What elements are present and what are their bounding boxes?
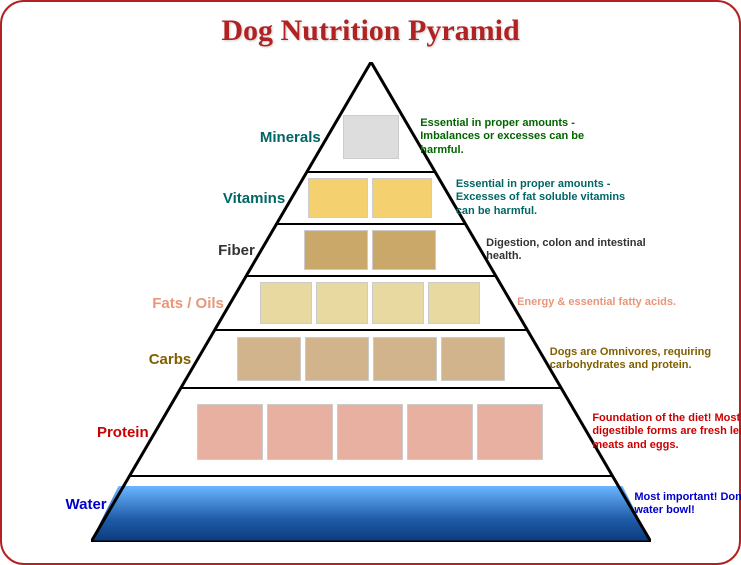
food-row-carbs: [237, 337, 505, 381]
food-image: [372, 230, 436, 270]
food-image: [373, 337, 437, 381]
tier-label-protein: Protein: [97, 424, 149, 441]
tier-label-carbs: Carbs: [149, 351, 192, 368]
tier-label-minerals: Minerals: [260, 129, 321, 146]
tier-desc-minerals: Essential in proper amounts - Imbalances…: [420, 117, 600, 157]
food-image: [316, 282, 368, 324]
food-image: [304, 230, 368, 270]
food-image: [305, 337, 369, 381]
infographic-frame: Dog Nutrition Pyramid Minerals Essential …: [0, 0, 741, 565]
food-image: [428, 282, 480, 324]
food-row-vitamins: [308, 178, 432, 218]
tier-label-vitamins: Vitamins: [223, 190, 285, 207]
tier-minerals: MineralsEssential in proper amounts - Im…: [327, 102, 415, 172]
tier-desc-protein: Foundation of the diet! Most digestible …: [592, 412, 741, 452]
food-image: [343, 115, 399, 159]
tier-desc-fiber: Digestion, colon and intestinal health.: [486, 237, 666, 263]
tier-fiber: FiberDigestion, colon and intestinal hea…: [261, 224, 480, 276]
tier-desc-vitamins: Essential in proper amounts - Excesses o…: [456, 178, 636, 218]
food-image: [308, 178, 368, 218]
food-row-protein: [197, 404, 543, 460]
food-row-minerals: [343, 115, 399, 159]
food-image: [407, 404, 473, 460]
tier-fats: Fats / OilsEnergy & essential fatty acid…: [230, 276, 511, 330]
food-image: [197, 404, 263, 460]
tier-label-water: Water: [66, 496, 107, 513]
food-row-fiber: [304, 230, 436, 270]
tier-carbs: CarbsDogs are Omnivores, requiring carbo…: [197, 330, 544, 388]
tier-desc-water: Most important! Don't forget the water b…: [634, 491, 741, 517]
tier-label-fats: Fats / Oils: [152, 295, 224, 312]
tier-desc-fats: Energy & essential fatty acids.: [517, 296, 697, 309]
food-image: [441, 337, 505, 381]
food-image: [372, 282, 424, 324]
food-row-fats: [260, 282, 480, 324]
food-image: [372, 178, 432, 218]
tier-label-fiber: Fiber: [218, 242, 255, 259]
page-title: Dog Nutrition Pyramid: [2, 14, 739, 48]
tier-desc-carbs: Dogs are Omnivores, requiring carbohydra…: [550, 346, 730, 372]
food-image: [260, 282, 312, 324]
tier-vitamins: VitaminsEssential in proper amounts - Ex…: [291, 172, 450, 224]
food-image: [267, 404, 333, 460]
pyramid: Minerals Essential in proper amounts - Im…: [91, 62, 651, 542]
tier-protein: ProteinFoundation of the diet! Most dige…: [155, 388, 587, 476]
food-image: [337, 404, 403, 460]
tier-water: WaterMost important! Don't forget the wa…: [113, 476, 629, 532]
food-image: [237, 337, 301, 381]
food-image: [477, 404, 543, 460]
